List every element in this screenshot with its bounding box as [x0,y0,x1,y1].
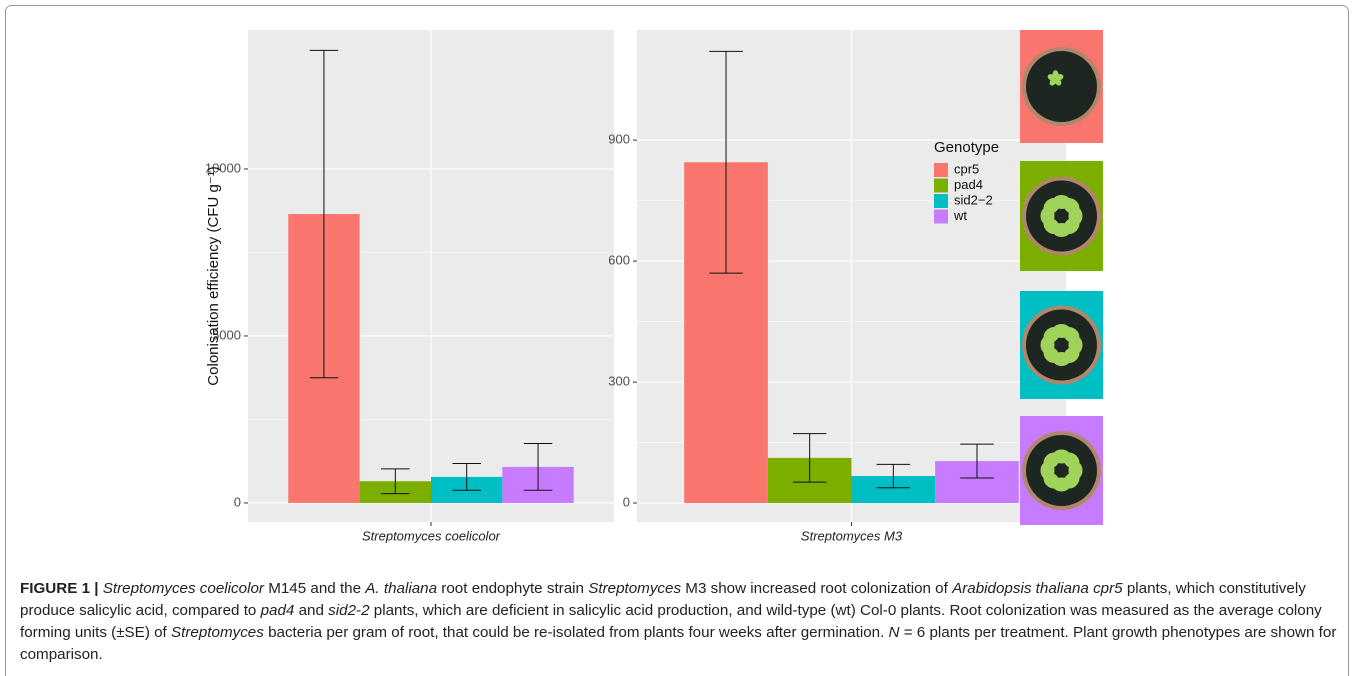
y-tick-label: 0 [623,494,630,509]
plant-photo [1020,416,1103,525]
y-tick-label: 900 [608,132,630,147]
legend-label: pad4 [954,177,983,192]
caption-text: bacteria per gram of root, that could be… [264,624,889,641]
legend-label: sid2−2 [954,192,993,207]
legend-label: wt [953,208,967,223]
figure: 0500010000Colonisation efficiency (CFU g… [0,0,1355,676]
soil [1026,51,1097,122]
legend-key [934,163,948,177]
plant-photo [1020,291,1103,399]
x-tick-label: Streptomyces coelicolor [362,528,501,543]
plant-photo [1020,161,1103,271]
caption-text: Arabidopsis thaliana cpr5 [952,580,1123,597]
soil [1026,310,1097,381]
y-tick-label: 0 [234,494,241,509]
legend-title: Genotype [934,139,999,156]
caption-text: Streptomyces coelicolor [103,580,264,597]
y-tick-label: 600 [608,253,630,268]
caption-text: Streptomyces [171,624,264,641]
legend-key [934,194,948,208]
caption-text: root endophyte strain [437,580,588,597]
caption-text: N [889,624,900,641]
caption-text: Streptomyces [588,580,681,597]
caption-text: sid2-2 [328,602,369,619]
caption-text: pad4 [261,602,295,619]
caption-text: A. thaliana [365,580,437,597]
chart-figure: 0500010000Colonisation efficiency (CFU g… [0,0,1355,676]
soil [1026,435,1097,506]
legend-key [934,210,948,224]
caption: FIGURE 1 | Streptomyces coelicolor M145 … [20,578,1340,666]
caption-text: M145 and the [264,580,365,597]
y-tick-label: 300 [608,373,630,388]
y-axis-label: Colonisation efficiency (CFU g⁻¹) [205,166,222,385]
legend-key [934,179,948,193]
plant-photo [1020,30,1103,143]
legend-label: cpr5 [954,161,979,176]
caption-text: and [294,602,328,619]
caption-text: M3 show increased root colonization of [681,580,952,597]
x-tick-label: Streptomyces M3 [801,528,903,543]
soil [1026,181,1097,252]
caption-text: FIGURE 1 | [20,580,103,597]
